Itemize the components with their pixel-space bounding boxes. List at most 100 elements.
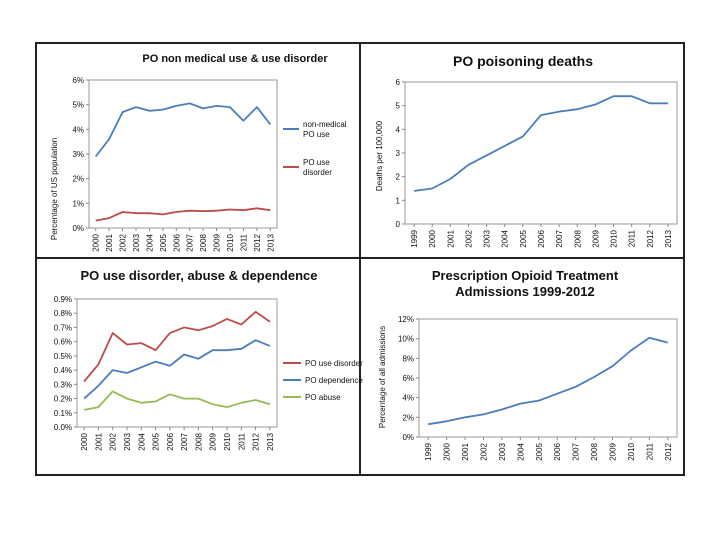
y-tick-label: 2 — [396, 173, 401, 182]
legend-label: PO use disorder — [303, 158, 332, 177]
chart-panel-nonmedical-use: PO non medical use & use disorder Percen… — [37, 44, 359, 257]
x-tick-label: 2000 — [443, 442, 452, 460]
x-tick-label: 2003 — [498, 442, 507, 460]
x-tick-label: 2006 — [537, 229, 546, 247]
y-tick-label: 8% — [402, 354, 414, 363]
chart-panel-treatment-admissions: Prescription Opioid Treatment Admissions… — [361, 259, 683, 474]
x-tick-label: 2011 — [628, 229, 637, 247]
series-line-0 — [94, 102, 272, 158]
x-tick-label: 2003 — [132, 233, 141, 251]
plot-area — [404, 81, 678, 225]
chart-panel-disorder-abuse-dependence: PO use disorder, abuse & dependence 0.0%… — [37, 259, 364, 474]
x-tick-label: 1999 — [424, 442, 433, 460]
x-tick-label: 2002 — [109, 432, 118, 450]
x-tick-label: 2004 — [501, 229, 510, 247]
x-tick-label: 2009 — [609, 442, 618, 460]
x-tick-label: 2011 — [239, 233, 248, 251]
y-tick-label: 0.7% — [54, 323, 72, 332]
chart-title: PO use disorder, abuse & dependence — [81, 268, 318, 283]
x-tick-label: 2003 — [483, 229, 492, 247]
y-tick-label: 1% — [72, 199, 84, 208]
legend-label: PO dependence — [305, 376, 363, 385]
chart-disorder-abuse-dependence-svg: PO use disorder, abuse & dependence 0.0%… — [54, 268, 364, 451]
y-axis-label: Deaths per 100,000 — [375, 120, 384, 191]
y-tick-label: 5% — [72, 101, 84, 110]
chart-title-line-2: Admissions 1999-2012 — [455, 284, 594, 299]
x-tick-label: 2008 — [573, 229, 582, 247]
x-tick-label: 2007 — [186, 233, 195, 251]
x-tick-label: 1999 — [410, 229, 419, 247]
x-tick-label: 2010 — [226, 233, 235, 251]
x-tick-label: 2013 — [266, 233, 275, 251]
y-tick-label: 12% — [398, 315, 414, 324]
y-tick-label: 0% — [402, 433, 414, 442]
x-tick-label: 2004 — [516, 442, 525, 460]
y-tick-label: 3 — [396, 149, 401, 158]
x-tick-label: 2001 — [461, 442, 470, 460]
series-line-0 — [83, 310, 271, 383]
y-axis-label: Percentage of all admissions — [378, 326, 387, 428]
x-tick-label: 2008 — [194, 432, 203, 450]
y-tick-label: 0.1% — [54, 409, 72, 418]
y-tick-label: 1 — [396, 196, 401, 205]
x-tick-label: 2007 — [572, 442, 581, 460]
y-tick-label: 6% — [402, 374, 414, 383]
y-tick-label: 2% — [72, 175, 84, 184]
x-tick-label: 2008 — [590, 442, 599, 460]
x-tick-label: 2009 — [209, 432, 218, 450]
x-tick-label: 2004 — [145, 233, 154, 251]
x-tick-label: 2002 — [464, 229, 473, 247]
x-tick-label: 2005 — [519, 229, 528, 247]
series-line-0 — [428, 336, 669, 426]
legend-label-line: PO use — [303, 158, 330, 167]
chart-title: PO non medical use & use disorder — [142, 53, 328, 65]
y-tick-label: 0 — [396, 220, 401, 229]
y-tick-label: 6 — [396, 78, 401, 87]
x-tick-label: 2009 — [213, 233, 222, 251]
y-tick-label: 5 — [396, 102, 401, 111]
y-tick-label: 0.6% — [54, 338, 72, 347]
chart-title-line-1: Prescription Opioid Treatment — [432, 268, 619, 283]
x-tick-label: 2010 — [223, 432, 232, 450]
y-tick-label: 4% — [72, 125, 84, 134]
chart-treatment-admissions-svg: Prescription Opioid Treatment Admissions… — [378, 268, 678, 461]
x-tick-label: 2009 — [591, 229, 600, 247]
x-tick-label: 2002 — [119, 233, 128, 251]
legend-label-line: disorder — [303, 168, 332, 177]
y-tick-label: 3% — [72, 150, 84, 159]
chart-nonmedical-use-svg: PO non medical use & use disorder Percen… — [50, 53, 347, 252]
legend-label: non-medical PO use — [303, 120, 347, 139]
y-tick-label: 6% — [72, 76, 84, 85]
x-tick-label: 2001 — [446, 229, 455, 247]
x-tick-label: 2002 — [480, 442, 489, 460]
series-line-0 — [413, 95, 668, 192]
panel-divider-vertical — [359, 42, 361, 476]
x-tick-label: 2000 — [92, 233, 101, 251]
x-tick-label: 2001 — [105, 233, 114, 251]
x-tick-label: 2001 — [94, 432, 103, 450]
x-tick-label: 2012 — [253, 233, 262, 251]
y-tick-label: 0.5% — [54, 352, 72, 361]
x-tick-label: 2006 — [172, 233, 181, 251]
x-tick-label: 2010 — [627, 442, 636, 460]
y-tick-label: 0% — [72, 224, 84, 233]
y-tick-label: 4% — [402, 394, 414, 403]
x-tick-label: 2005 — [159, 233, 168, 251]
y-tick-label: 2% — [402, 413, 414, 422]
x-tick-label: 2006 — [166, 432, 175, 450]
legend-label-line: non-medical — [303, 120, 347, 129]
legend-label: PO use disorder — [305, 359, 363, 368]
panel-divider-horizontal — [35, 257, 685, 259]
legend-label-line: PO use — [303, 130, 330, 139]
y-axis-label: Percentage of US population — [50, 138, 59, 240]
chart-title: PO poisoning deaths — [453, 53, 593, 69]
x-tick-label: 2011 — [645, 442, 654, 460]
x-tick-label: 2010 — [610, 229, 619, 247]
chart-panel-poisoning-deaths: PO poisoning deaths Deaths per 100,000 0… — [361, 44, 683, 257]
x-tick-label: 2012 — [664, 442, 673, 460]
legend-label: PO abuse — [305, 393, 341, 402]
x-tick-label: 2000 — [428, 229, 437, 247]
y-tick-label: 10% — [398, 335, 414, 344]
series-line-2 — [83, 390, 271, 411]
x-tick-label: 2013 — [266, 432, 275, 450]
